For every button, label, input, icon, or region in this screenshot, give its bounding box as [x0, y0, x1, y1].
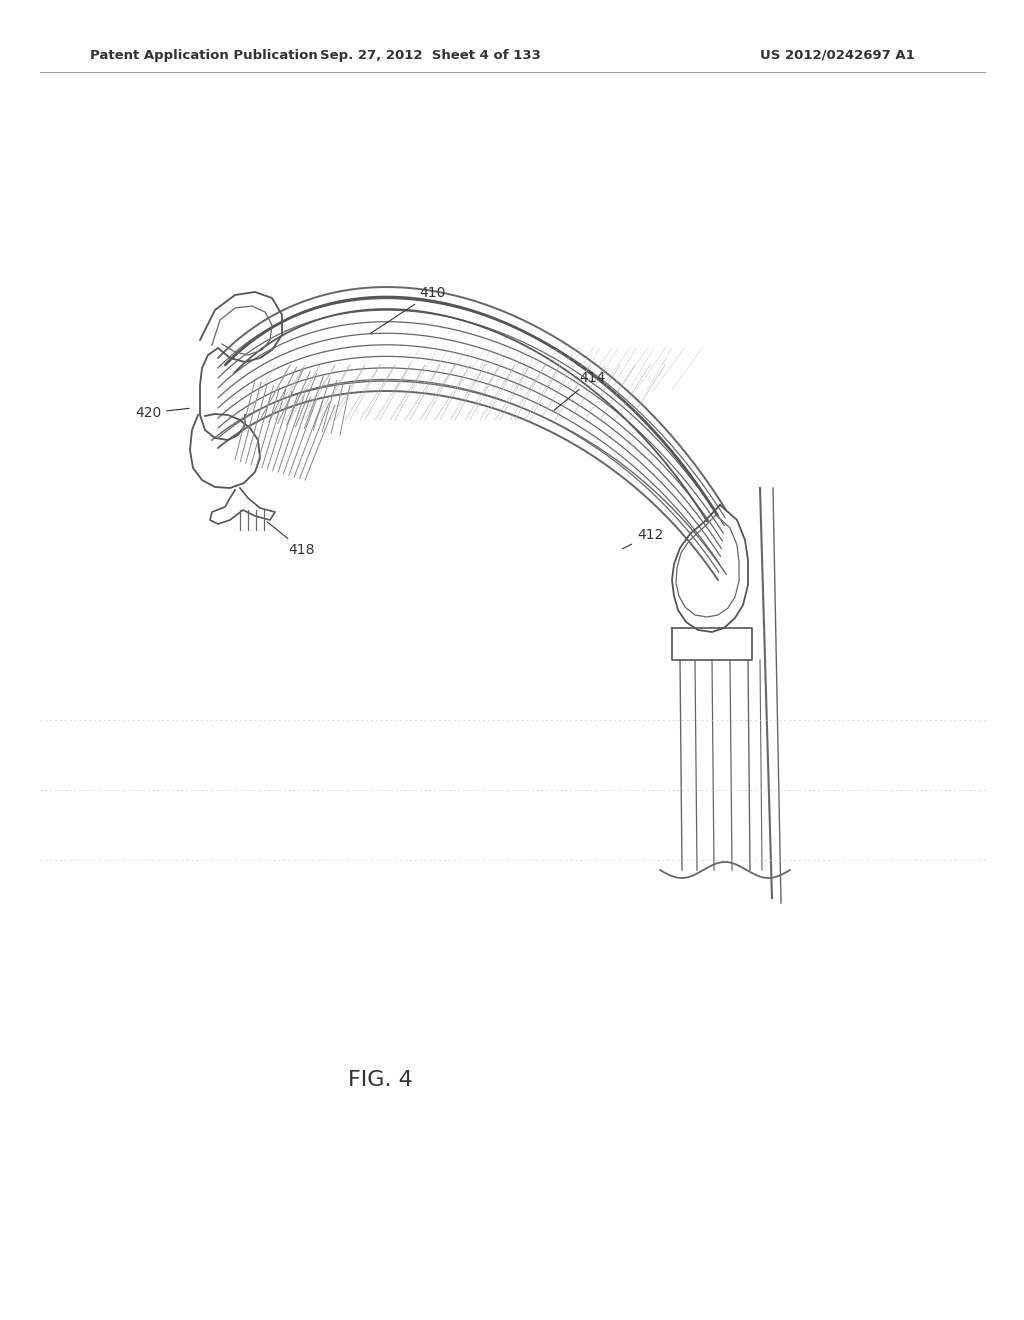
Text: 414: 414 — [554, 371, 606, 411]
Text: 420: 420 — [135, 407, 189, 420]
Text: 418: 418 — [267, 521, 315, 557]
Text: Patent Application Publication: Patent Application Publication — [90, 49, 317, 62]
Text: Sep. 27, 2012  Sheet 4 of 133: Sep. 27, 2012 Sheet 4 of 133 — [319, 49, 541, 62]
Text: FIG. 4: FIG. 4 — [347, 1071, 413, 1090]
Text: US 2012/0242697 A1: US 2012/0242697 A1 — [760, 49, 914, 62]
Text: 412: 412 — [623, 528, 664, 549]
Text: 410: 410 — [371, 286, 445, 334]
